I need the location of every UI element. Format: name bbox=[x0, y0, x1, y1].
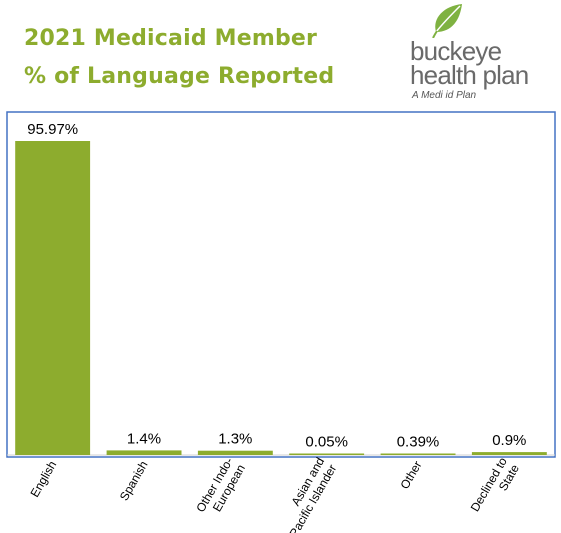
logo-word-buckeye: buckeye bbox=[410, 36, 502, 66]
bar-asian-and-pacific-islander bbox=[289, 453, 365, 455]
chart-title-line-2: % of Language Reported bbox=[24, 64, 335, 89]
data-label: 0.05% bbox=[305, 434, 348, 451]
logo-tagline: A Medi id Plan bbox=[412, 90, 477, 101]
data-label: 1.4% bbox=[127, 430, 161, 447]
x-tick-label: Declined toState bbox=[468, 455, 522, 521]
leaf-icon bbox=[432, 4, 462, 38]
bar-spanish bbox=[106, 450, 182, 455]
data-label: 1.3% bbox=[218, 431, 252, 448]
x-tick-label: Other bbox=[397, 459, 424, 492]
bar-other bbox=[380, 453, 456, 455]
data-label: 95.97% bbox=[27, 121, 78, 138]
x-tick-label: Asian andPacific Islander bbox=[274, 455, 339, 533]
buckeye-logo: buckeye health plan A Medi id Plan bbox=[408, 2, 558, 102]
x-tick-label: English bbox=[27, 459, 59, 500]
plot-frame bbox=[6, 111, 556, 458]
bar-other-indo-european bbox=[197, 450, 273, 455]
bar-declined-to-state bbox=[471, 452, 547, 455]
bar-english bbox=[15, 141, 91, 455]
data-label: 0.9% bbox=[492, 432, 526, 449]
chart-title-line-1: 2021 Medicaid Member bbox=[24, 26, 318, 51]
x-tick-label: Other Indo-European bbox=[193, 455, 248, 522]
logo-word-health-plan: health plan bbox=[410, 60, 529, 90]
data-label: 0.39% bbox=[397, 434, 440, 451]
x-tick-label: Spanish bbox=[117, 459, 151, 504]
